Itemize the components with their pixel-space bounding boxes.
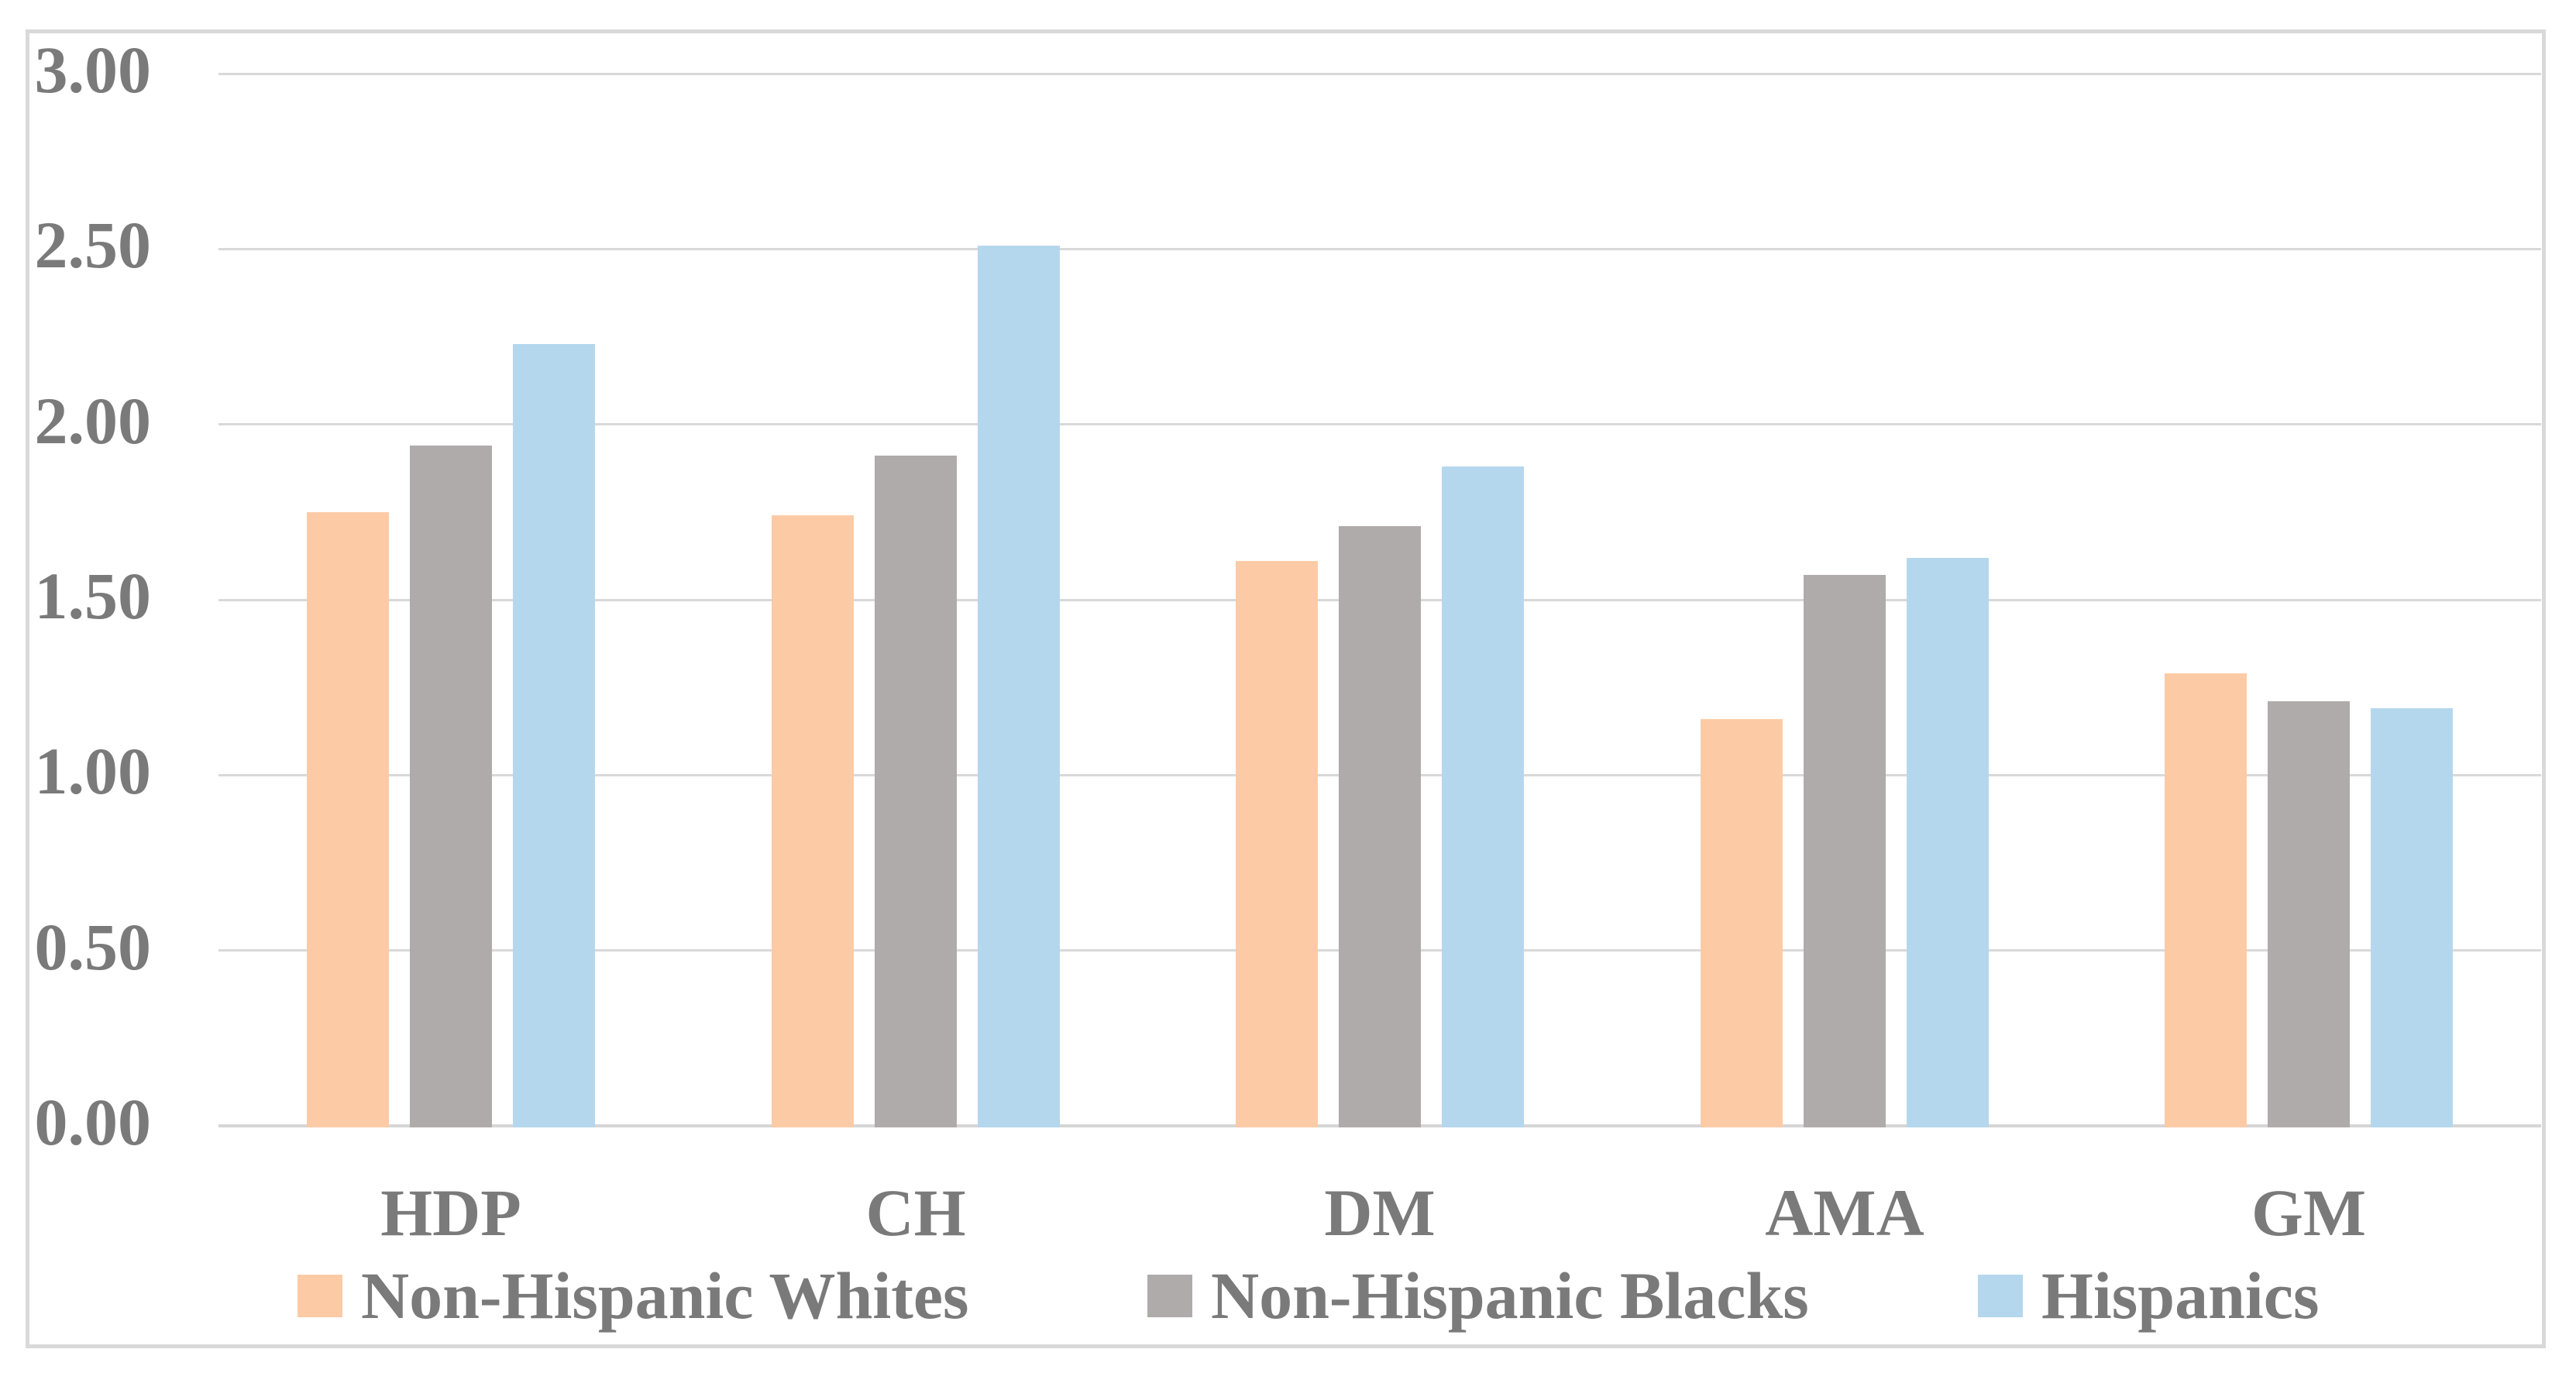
y-axis-tick-label: 0.00 (34, 1085, 152, 1159)
x-axis-category-label-dm: DM (1324, 1175, 1436, 1250)
bar-ama-non-hispanic-blacks (1804, 575, 1886, 1127)
y-axis-tick-label: 2.00 (34, 383, 152, 458)
bar-ch-non-hispanic-whites (772, 515, 854, 1127)
legend-swatch-non-hispanic-blacks (1147, 1274, 1192, 1317)
y-axis-tick-label: 3.00 (34, 33, 152, 107)
bar-hdp-non-hispanic-whites (307, 511, 389, 1127)
bar-ama-hispanics (1907, 557, 1989, 1127)
legend-swatch-hispanics (1978, 1274, 2023, 1317)
legend-label: Hispanics (2041, 1258, 2320, 1333)
bar-gm-non-hispanic-blacks (2268, 701, 2350, 1127)
y-axis-tick-label: 2.50 (34, 208, 152, 283)
bar-hdp-hispanics (513, 343, 595, 1127)
bar-ch-non-hispanic-blacks (875, 456, 957, 1127)
legend-item-non-hispanic-blacks: Non-Hispanic Blacks (1147, 1262, 1809, 1329)
x-axis-category-label-ch: CH (865, 1175, 966, 1250)
bar-ama-non-hispanic-whites (1701, 718, 1783, 1127)
gridline (218, 247, 2541, 250)
bar-dm-non-hispanic-whites (1236, 561, 1318, 1127)
bar-hdp-non-hispanic-blacks (410, 445, 492, 1127)
y-axis-tick-label: 1.50 (34, 559, 152, 633)
bar-gm-non-hispanic-whites (2165, 673, 2247, 1127)
legend-swatch-non-hispanic-whites (297, 1274, 342, 1317)
y-axis-tick-label: 0.50 (34, 909, 152, 984)
legend-label: Non-Hispanic Blacks (1211, 1258, 1809, 1333)
legend-item-hispanics: Hispanics (1978, 1262, 2319, 1329)
y-axis-tick-label: 1.00 (34, 734, 152, 809)
bar-gm-hispanics (2371, 708, 2453, 1127)
gridline (218, 72, 2541, 75)
legend-label: Non-Hispanic Whites (361, 1258, 969, 1333)
bar-dm-hispanics (1442, 466, 1524, 1127)
bar-dm-non-hispanic-blacks (1339, 525, 1421, 1127)
x-axis-category-label-hdp: HDP (380, 1175, 521, 1250)
x-axis-category-label-gm: GM (2251, 1175, 2367, 1250)
x-axis-category-label-ama: AMA (1765, 1175, 1924, 1250)
legend-item-non-hispanic-whites: Non-Hispanic Whites (297, 1262, 969, 1329)
bar-ch-hispanics (978, 245, 1060, 1127)
gridline (218, 423, 2541, 426)
